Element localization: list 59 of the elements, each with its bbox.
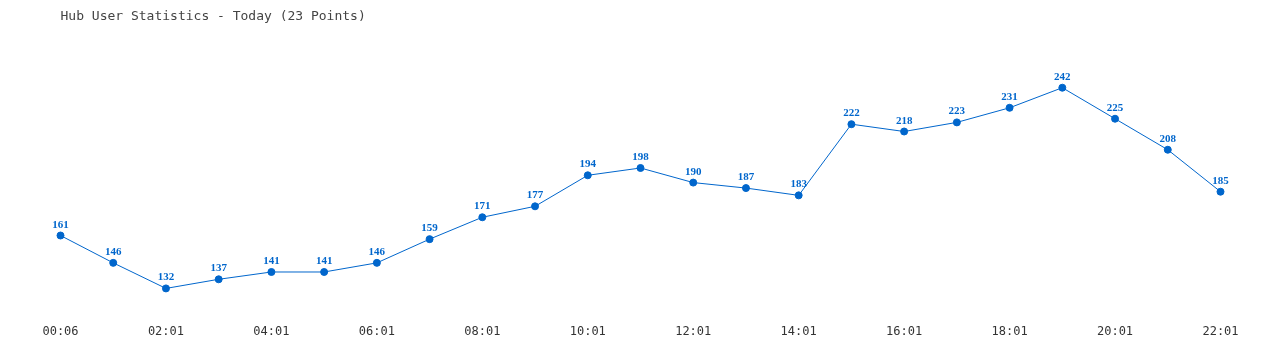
x-tick-label: 14:01 (780, 323, 817, 338)
data-label: 194 (579, 157, 597, 170)
data-label: 185 (1212, 173, 1230, 186)
point (478, 213, 487, 222)
x-tick-label: 06:01 (358, 323, 395, 338)
point (636, 164, 645, 172)
point (372, 258, 381, 267)
data-label: 187 (737, 170, 755, 183)
chart-title: Hub User Statistics - Today (23 Points) (60, 7, 366, 23)
point (689, 178, 698, 187)
data-label: 137 (210, 261, 228, 274)
point (214, 275, 223, 284)
data-label: 146 (368, 244, 386, 257)
data-label: 141 (263, 253, 280, 266)
point (531, 202, 540, 211)
data-label: 218 (895, 113, 913, 126)
point (320, 268, 329, 276)
point (267, 268, 276, 276)
data-label: 242 (1054, 69, 1072, 82)
data-label: 171 (474, 199, 491, 212)
point (1163, 145, 1172, 154)
point (161, 284, 170, 293)
data-label: 190 (684, 164, 702, 177)
point (1216, 187, 1225, 196)
x-tick-label: 20:01 (1096, 323, 1134, 338)
data-label: 146 (104, 244, 122, 257)
point (847, 120, 856, 129)
data-label: 141 (315, 253, 333, 266)
point (1005, 103, 1014, 112)
point (109, 258, 118, 267)
point (583, 171, 592, 180)
data-label: 159 (421, 221, 439, 234)
x-tick-label: 10:01 (569, 323, 606, 338)
point (794, 191, 803, 200)
point (1111, 114, 1120, 123)
point (1058, 83, 1067, 92)
data-label: 183 (790, 177, 808, 190)
data-label: 161 (52, 217, 69, 230)
x-tick-label: 08:01 (464, 323, 501, 338)
data-label: 208 (1159, 131, 1177, 144)
point (425, 235, 434, 244)
data-label: 132 (157, 270, 175, 283)
point (952, 118, 961, 127)
point (741, 184, 750, 193)
data-label: 223 (948, 104, 966, 117)
x-tick-label: 04:01 (253, 323, 290, 338)
x-tick-label: 02:01 (147, 323, 185, 338)
x-tick-label: 18:01 (991, 323, 1028, 338)
data-label: 198 (632, 149, 650, 162)
point (900, 127, 909, 136)
data-label: 222 (843, 106, 861, 119)
x-tick-label: 16:01 (886, 323, 923, 338)
data-label: 177 (526, 188, 544, 201)
point (56, 231, 65, 240)
x-tick-label: 12:01 (675, 323, 712, 338)
x-tick-label: 00:06 (42, 323, 79, 338)
data-label: 225 (1106, 100, 1124, 113)
x-tick-label: 22:01 (1202, 323, 1239, 338)
data-label: 231 (1001, 89, 1018, 102)
